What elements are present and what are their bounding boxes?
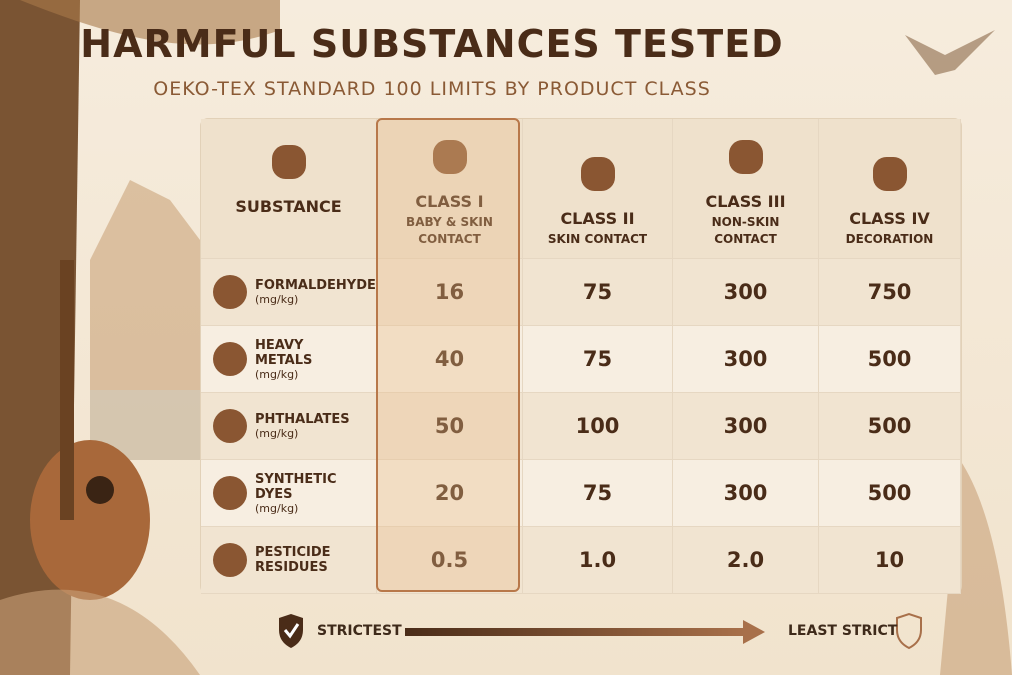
row-label: HEAVY METALS (mg/kg): [255, 338, 355, 381]
column-title: SUBSTANCE: [235, 197, 342, 216]
limit-value: 750: [819, 259, 961, 326]
limit-value: 75: [523, 326, 673, 393]
row-label: PESTICIDE RESIDUES: [255, 545, 355, 575]
header-cell: CLASS II SKIN CONTACT: [523, 119, 673, 259]
column-title: CLASS I: [415, 192, 484, 211]
limit-value: 40: [377, 326, 523, 393]
column-title: CLASS IV: [849, 209, 930, 228]
row-header: PHTHALATES (mg/kg): [201, 393, 377, 460]
substance-name: FORMALDEHYDE: [255, 278, 376, 293]
row-header: FORMALDEHYDE (mg/kg): [201, 259, 377, 326]
limit-value: 500: [819, 460, 961, 527]
limit-value: 2.0: [673, 527, 819, 594]
row-header: PESTICIDE RESIDUES: [201, 527, 377, 594]
row-label: SYNTHETIC DYES (mg/kg): [255, 472, 355, 515]
column-subtitle: BABY & SKIN CONTACT: [406, 215, 493, 246]
limit-value: 300: [673, 259, 819, 326]
row-label: FORMALDEHYDE (mg/kg): [255, 278, 376, 306]
header-icon: [728, 140, 763, 174]
substance-name: HEAVY METALS: [255, 337, 313, 368]
column-subtitle: NON-SKIN CONTACT: [711, 215, 780, 246]
limit-value: 75: [523, 259, 673, 326]
row-icon: [213, 543, 247, 577]
substance-unit: (mg/kg): [255, 367, 299, 381]
header-cell: CLASS I BABY & SKIN CONTACT: [377, 119, 523, 259]
row-icon: [213, 476, 247, 510]
limit-value: 75: [523, 460, 673, 527]
row-icon: [213, 409, 247, 443]
limit-value: 1.0: [523, 527, 673, 594]
limit-value: 300: [673, 326, 819, 393]
row-header: HEAVY METALS (mg/kg): [201, 326, 377, 393]
substance-name: PESTICIDE RESIDUES: [255, 545, 331, 575]
row-label: PHTHALATES (mg/kg): [255, 412, 355, 440]
column-subtitle: SKIN CONTACT: [547, 232, 648, 246]
row-icon: [213, 342, 247, 376]
limit-value: 0.5: [377, 527, 523, 594]
column-title: CLASS III: [705, 192, 786, 211]
subtitle: OEKO-TEX STANDARD 100 LIMITS BY PRODUCT …: [153, 78, 711, 100]
column-title: CLASS II: [560, 209, 635, 228]
limit-value: 500: [819, 326, 961, 393]
row-header: SYNTHETIC DYES (mg/kg): [201, 460, 377, 527]
header-cell: CLASS III NON-SKIN CONTACT: [673, 119, 819, 259]
header-icon: [271, 145, 306, 179]
substance-name: PHTHALATES: [255, 412, 350, 427]
table: SUBSTANCE CLASS I BABY & SKIN CONTACT CLASS…: [200, 118, 962, 594]
scale-start: STRICTEST: [317, 623, 402, 639]
limit-value: 16: [377, 259, 523, 326]
substance-name: SYNTHETIC DYES: [255, 471, 337, 502]
substance-unit: (mg/kg): [255, 293, 299, 306]
substance-unit: (mg/kg): [255, 501, 299, 515]
limit-value: 100: [523, 393, 673, 460]
header-cell: SUBSTANCE: [201, 119, 377, 259]
row-icon: [213, 275, 247, 309]
title: HARMFUL SUBSTANCES TESTED: [80, 22, 784, 66]
limit-value: 500: [819, 393, 961, 460]
header-cell: CLASS IV DECORATION: [819, 119, 961, 259]
substance-unit: (mg/kg): [255, 427, 299, 440]
header-icon: [872, 157, 907, 191]
limit-value: 300: [673, 460, 819, 527]
limit-value: 10: [819, 527, 961, 594]
header-icon: [432, 140, 467, 174]
scale-end: LEAST STRICT: [788, 623, 898, 639]
header-icon: [580, 157, 615, 191]
limit-value: 300: [673, 393, 819, 460]
scale-arrow: [279, 612, 922, 650]
column-subtitle: DECORATION: [845, 232, 934, 246]
limit-value: 50: [377, 393, 523, 460]
highlight-column: [376, 118, 520, 592]
limit-value: 20: [377, 460, 523, 527]
